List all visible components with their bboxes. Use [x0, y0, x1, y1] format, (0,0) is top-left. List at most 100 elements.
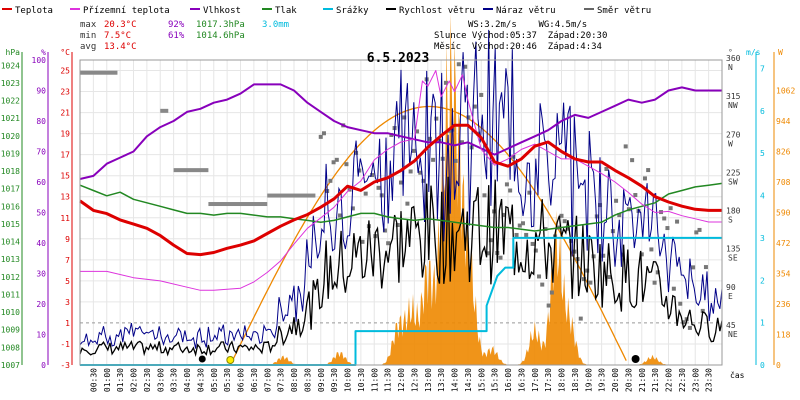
tick-label-direction: 45	[726, 321, 736, 330]
tick-label-direction-name: SE	[728, 254, 738, 263]
tick-label-direction: 180	[726, 207, 741, 216]
tick-label-direction-name: NE	[728, 330, 738, 339]
tick-label-direction: 270	[726, 130, 741, 139]
tick-label-temp: 9	[65, 235, 70, 244]
wind-direction-segment	[267, 193, 316, 198]
wind-direction-point	[517, 223, 522, 228]
wind-direction-point	[530, 241, 535, 246]
tick-label-hpa: 1010	[1, 308, 20, 317]
wind-direction-segment	[173, 168, 209, 173]
tick-label-w: 708	[776, 178, 791, 187]
wind-direction-point	[703, 265, 708, 270]
tick-label-w: 236	[776, 300, 791, 309]
tick-label-pct: 40	[36, 239, 46, 248]
tick-label-ms: 1	[760, 319, 765, 328]
tick-label-direction-name: SW	[728, 177, 738, 186]
tick-label-time: 22:30	[678, 368, 687, 392]
wind-direction-point	[642, 176, 647, 181]
tick-label-time: 20:00	[611, 368, 620, 392]
tick-label-hpa: 1009	[1, 326, 20, 335]
wind-direction-point	[453, 158, 458, 163]
wind-direction-point	[456, 62, 461, 67]
wind-direction-point	[581, 277, 586, 282]
wind-direction-point	[623, 144, 628, 149]
tick-label-temp: 23	[60, 88, 70, 97]
wind-direction-point	[524, 232, 529, 237]
tick-label-direction: 225	[726, 168, 741, 177]
tick-label-pct: 90	[36, 87, 46, 96]
tick-label-temp: 3	[65, 298, 70, 307]
tick-label-temp: 13	[60, 193, 70, 202]
stats-avg-label: avg	[80, 42, 96, 52]
wind-direction-point	[578, 316, 583, 321]
wind-direction-point	[434, 116, 439, 121]
moonset-marker	[198, 355, 206, 363]
wind-direction-point	[671, 286, 676, 291]
tick-label-time: 18:30	[571, 368, 580, 392]
wind-direction-segment	[160, 108, 169, 113]
wind-direction-point	[431, 157, 436, 162]
tick-label-ms: 0	[760, 361, 765, 370]
wind-direction-point	[331, 160, 336, 165]
wind-direction-point	[598, 203, 603, 208]
wind-direction-point	[681, 320, 686, 325]
tick-label-hpa: 1022	[1, 97, 20, 106]
tick-label-temp: 19	[60, 130, 70, 139]
axis-unit-hpa: hPa	[6, 48, 21, 57]
tick-label-time: 01:30	[116, 368, 125, 392]
wind-direction-point	[488, 238, 493, 243]
wind-direction-point	[354, 150, 359, 155]
wind-direction-point	[691, 265, 696, 270]
tick-label-w: 1062	[776, 87, 795, 96]
wind-direction-point	[601, 253, 606, 258]
wind-direction-layer	[80, 62, 708, 330]
tick-label-hpa: 1023	[1, 79, 20, 88]
wind-direction-point	[585, 268, 590, 273]
wind-direction-point	[370, 173, 375, 178]
tick-label-time: 02:00	[130, 368, 139, 392]
wind-direction-point	[328, 178, 333, 183]
tick-label-time: 12:00	[397, 368, 406, 392]
tick-label-direction: 135	[726, 245, 741, 254]
tick-label-pct: 10	[36, 331, 46, 340]
tick-label-time: 22:00	[665, 368, 674, 392]
tick-label-time: 16:00	[504, 368, 513, 392]
wind-direction-point	[459, 140, 464, 145]
wind-direction-segment	[208, 202, 268, 207]
moon-info: Měsíc Východ:20:46 Západ:4:34	[434, 42, 602, 52]
series-line	[79, 123, 722, 257]
tick-label-w: 472	[776, 239, 791, 248]
wind-direction-segment	[80, 70, 118, 75]
tick-label-w: 590	[776, 209, 791, 218]
tick-label-time: 17:30	[544, 368, 553, 392]
wind-direction-point	[537, 274, 542, 279]
wind-direction-point	[411, 148, 416, 153]
tick-label-time: 21:00	[638, 368, 647, 392]
legend-label: Přízemní teplota	[83, 6, 170, 16]
tick-label-time: 18:00	[558, 368, 567, 392]
wind-direction-point	[395, 223, 400, 228]
wind-direction-point	[472, 104, 477, 109]
tick-label-direction-name: S	[728, 216, 733, 225]
wind-direction-point	[620, 252, 625, 257]
tick-label-time: 09:30	[330, 368, 339, 392]
tick-label-time: 06:00	[237, 368, 246, 392]
tick-label-hpa: 1019	[1, 149, 20, 158]
wind-direction-point	[652, 280, 657, 285]
wind-direction-point	[405, 201, 410, 206]
axis-unit-temp: °C	[60, 48, 70, 57]
tick-label-hpa: 1017	[1, 185, 20, 194]
sunrise-marker	[226, 356, 235, 364]
tick-label-ms: 5	[760, 149, 765, 158]
legend-label: Teplota	[15, 6, 53, 16]
tick-label-hpa: 1007	[1, 361, 20, 370]
wind-layer	[79, 29, 723, 357]
tick-label-hpa: 1020	[1, 132, 20, 141]
axis-unit-ms: m/s	[746, 48, 761, 57]
wind-direction-point	[678, 301, 683, 306]
wind-direction-point	[646, 168, 651, 173]
tick-label-hpa: 1012	[1, 273, 20, 282]
tick-label-temp: 25	[60, 67, 70, 76]
tick-label-ms: 2	[760, 276, 765, 285]
tick-label-w: 0	[776, 361, 781, 370]
